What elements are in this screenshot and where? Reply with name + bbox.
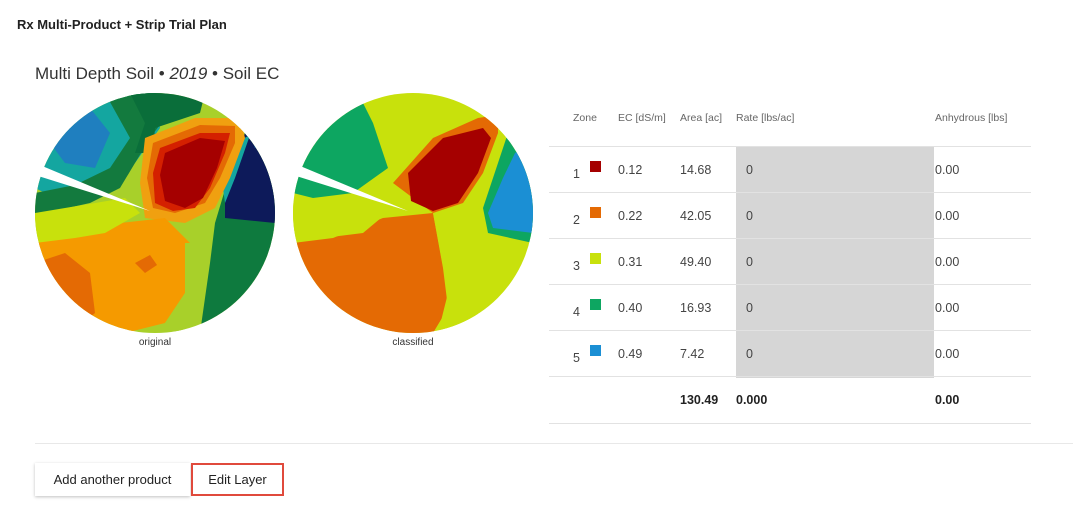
zone-color-swatch (590, 207, 601, 218)
table-row: 1 0.12 14.68 0 0.00 (549, 146, 1031, 193)
zone-color-swatch (590, 299, 601, 310)
layer-title: Multi Depth Soil • 2019 • Soil EC (35, 64, 279, 84)
zone-number: 1 (573, 167, 580, 181)
product-amount: 0.00 (935, 255, 960, 269)
header-product: Anhydrous [lbs] (935, 112, 1008, 124)
title-separator: • (154, 64, 170, 83)
table-row: 5 0.49 7.42 0 0.00 (549, 330, 1031, 377)
area-value: 14.68 (680, 163, 712, 177)
header-zone: Zone (573, 112, 597, 124)
original-map-caption: original (138, 337, 172, 348)
layer-year: 2019 (169, 64, 208, 83)
zone-number: 2 (573, 213, 580, 227)
zone-number: 4 (573, 305, 580, 319)
classified-soil-map (293, 93, 533, 333)
table-row: 4 0.40 16.93 0 0.00 (549, 284, 1031, 331)
product-amount: 0.00 (935, 163, 960, 177)
area-value: 7.42 (680, 347, 705, 361)
add-another-product-button[interactable]: Add another product (35, 463, 190, 496)
header-ec: EC [dS/m] (618, 112, 666, 124)
rate-input[interactable]: 0 (746, 209, 753, 223)
header-rate: Rate [lbs/ac] (736, 112, 795, 124)
area-value: 49.40 (680, 255, 712, 269)
section-divider (35, 443, 1073, 444)
product-amount: 0.00 (935, 301, 960, 315)
rate-input[interactable]: 0 (746, 301, 753, 315)
header-area: Area [ac] (680, 112, 723, 124)
rate-column-background (736, 146, 934, 378)
zone-number: 3 (573, 259, 580, 273)
area-value: 16.93 (680, 301, 712, 315)
rate-input[interactable]: 0 (746, 255, 753, 269)
total-rate: 0.000 (736, 393, 768, 407)
rate-input[interactable]: 0 (746, 163, 753, 177)
original-soil-map (35, 93, 275, 333)
totals-row: 130.49 0.000 0.00 (549, 376, 1031, 424)
product-amount: 0.00 (935, 209, 960, 223)
classified-map-caption: classified (392, 337, 434, 348)
layer-attribute: Soil EC (222, 64, 280, 83)
ec-value: 0.40 (618, 301, 643, 315)
table-row: 3 0.31 49.40 0 0.00 (549, 238, 1031, 285)
zone-color-swatch (590, 161, 601, 172)
product-amount: 0.00 (935, 347, 960, 361)
zone-color-swatch (590, 345, 601, 356)
layer-name: Multi Depth Soil (35, 64, 155, 83)
edit-layer-button[interactable]: Edit Layer (191, 463, 284, 496)
total-area: 130.49 (680, 393, 719, 407)
area-value: 42.05 (680, 209, 712, 223)
table-row: 2 0.22 42.05 0 0.00 (549, 192, 1031, 239)
zone-number: 5 (573, 351, 580, 365)
zone-color-swatch (590, 253, 601, 264)
ec-value: 0.12 (618, 163, 643, 177)
ec-value: 0.31 (618, 255, 643, 269)
title-separator: • (207, 64, 223, 83)
ec-value: 0.49 (618, 347, 643, 361)
rate-input[interactable]: 0 (746, 347, 753, 361)
page-title: Rx Multi-Product + Strip Trial Plan (17, 17, 227, 32)
ec-value: 0.22 (618, 209, 643, 223)
total-product: 0.00 (935, 393, 960, 407)
